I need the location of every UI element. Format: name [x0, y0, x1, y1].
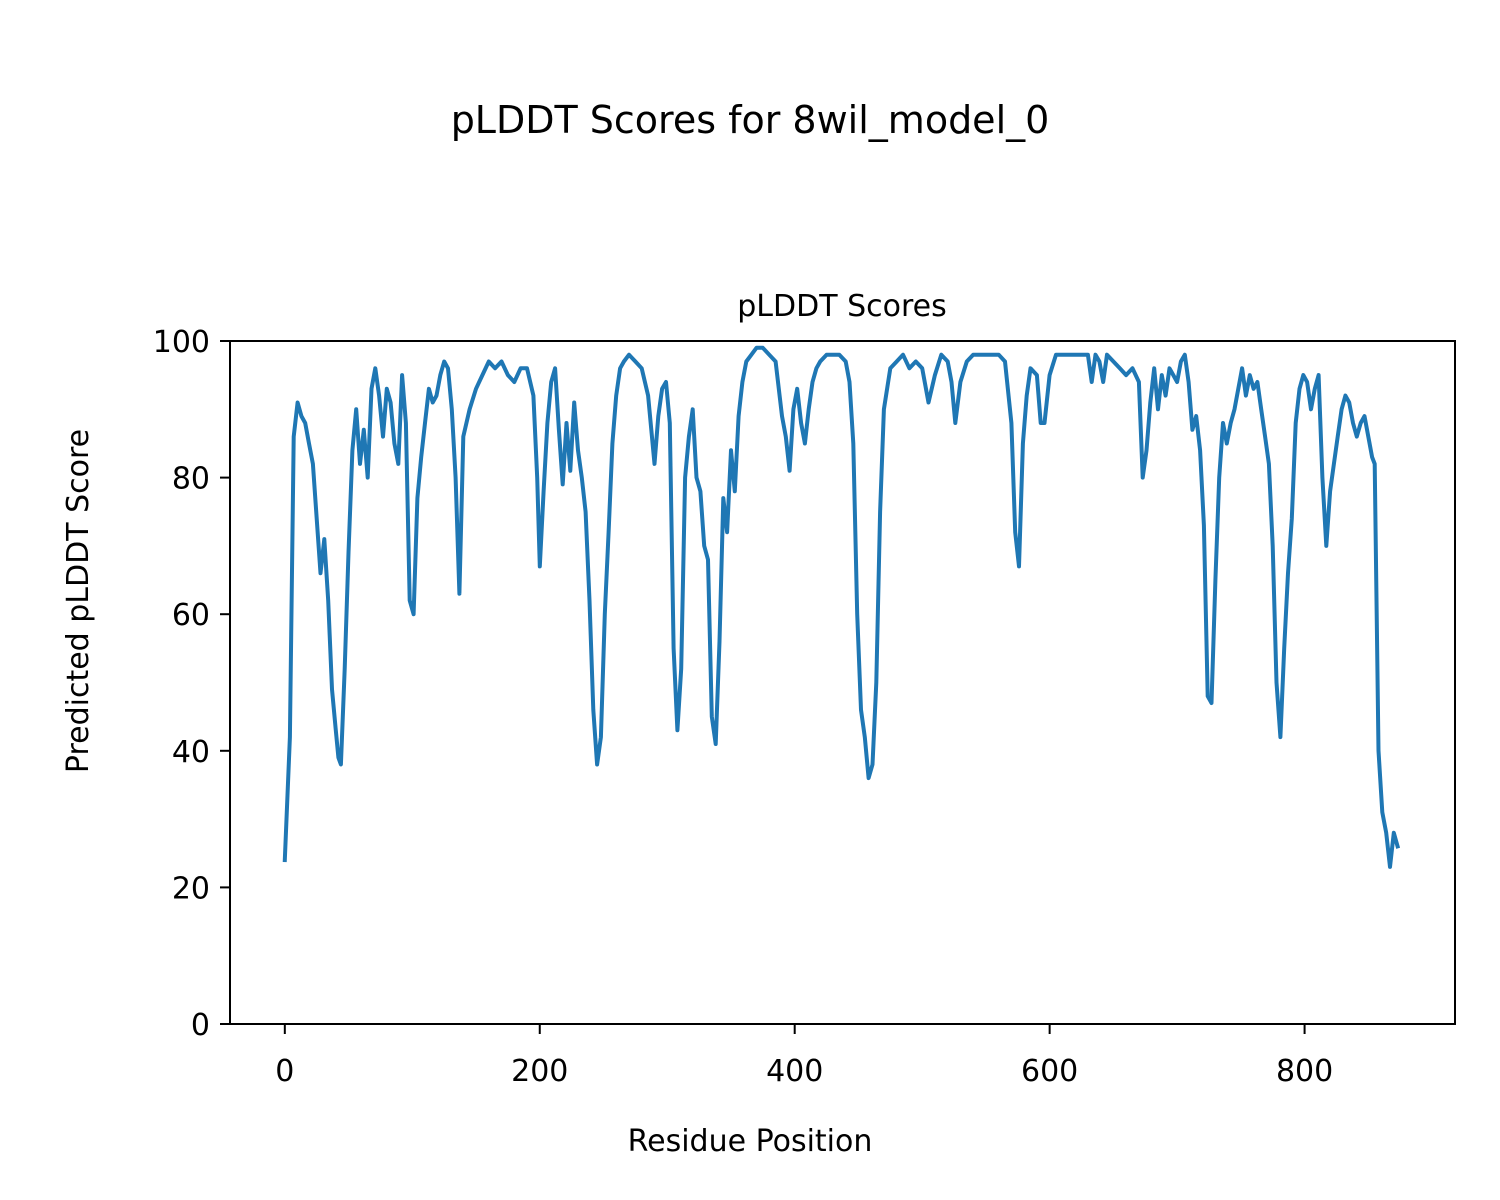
x-tick-label: 400: [766, 1054, 823, 1089]
y-axis-ticks: 0 20 40 60 80 100: [153, 325, 230, 1043]
x-axis-ticks: 0 200 400 600 800: [275, 1024, 1333, 1089]
y-tick-label: 20: [172, 871, 210, 906]
y-tick-label: 0: [191, 1008, 210, 1043]
y-tick-label: 60: [172, 598, 210, 633]
y-axis-label: Predicted pLDDT Score: [61, 429, 96, 773]
x-tick-label: 800: [1276, 1054, 1333, 1089]
y-tick-label: 100: [153, 325, 210, 360]
figure-title: pLDDT Scores for 8wil_model_0: [451, 98, 1050, 142]
y-tick-label: 80: [172, 462, 210, 497]
x-tick-label: 0: [275, 1054, 294, 1089]
y-tick-label: 40: [172, 735, 210, 770]
axes-title: pLDDT Scores: [737, 289, 946, 324]
plddt-series-line: [282, 345, 1401, 869]
plot-frame: [229, 340, 1456, 1025]
x-axis-label: Residue Position: [628, 1124, 873, 1159]
x-tick-label: 200: [511, 1054, 568, 1089]
x-tick-label: 600: [1021, 1054, 1078, 1089]
